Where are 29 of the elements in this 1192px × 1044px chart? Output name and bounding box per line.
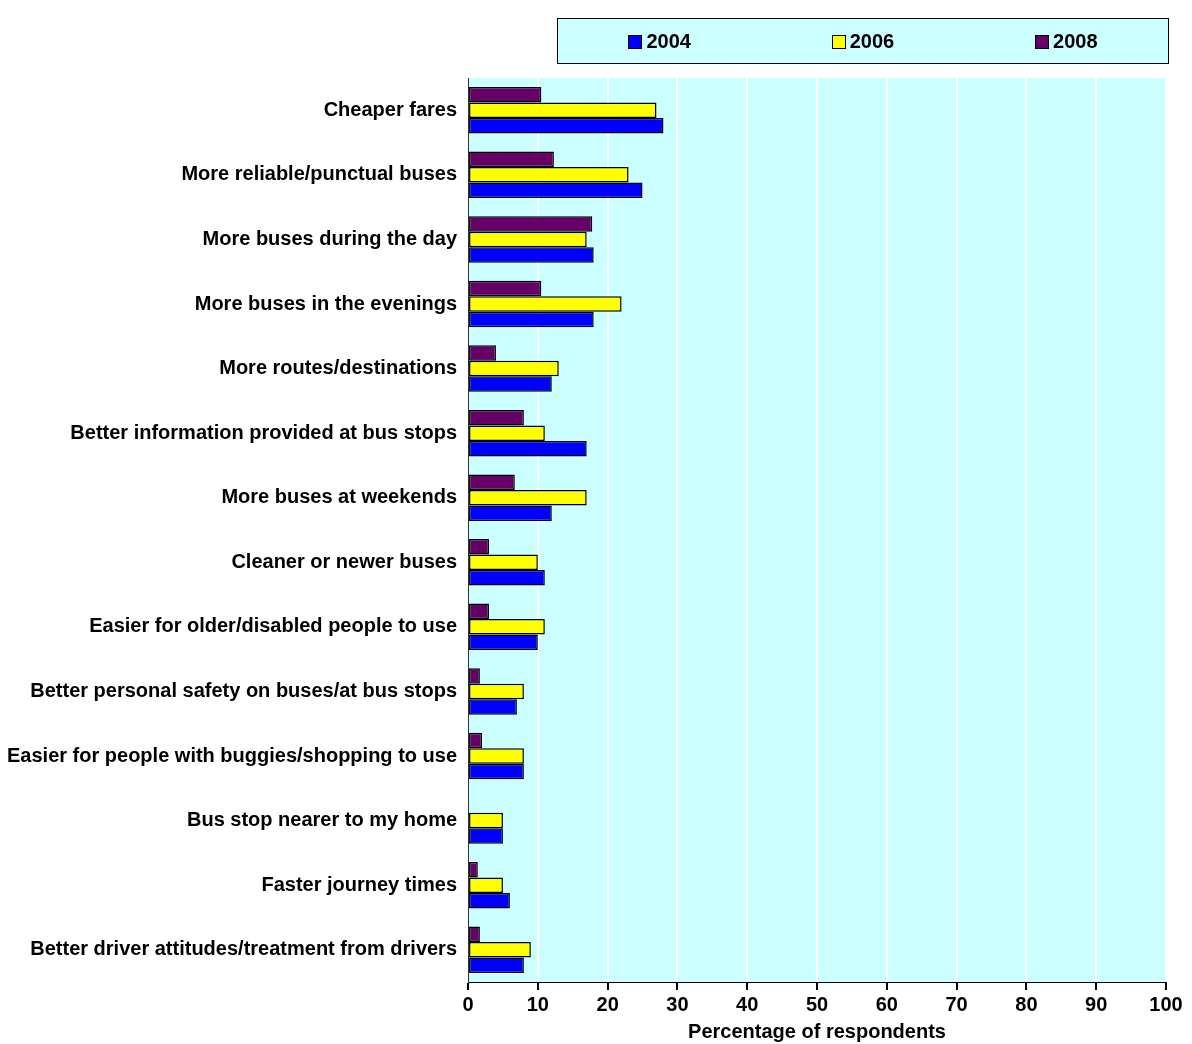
x-tick-label: 60 (875, 992, 898, 1015)
x-tick-label: 100 (1149, 992, 1183, 1015)
y-tick-label: Cheaper fares (323, 97, 458, 120)
y-tick-label: Better information provided at bus stops (70, 420, 458, 443)
x-tick-label: 10 (526, 992, 549, 1015)
y-tick-label: Faster journey times (261, 872, 458, 895)
y-tick-label: More routes/destinations (219, 356, 458, 379)
x-tick-label: 90 (1085, 992, 1108, 1015)
x-axis-title: Percentage of respondents (688, 1019, 946, 1042)
y-tick-label: Better driver attitudes/treatment from drivers (30, 937, 458, 960)
y-tick-label: Cleaner or newer buses (231, 549, 458, 572)
legend-label: 2004 (645, 29, 691, 53)
y-tick-label: Easier for older/disabled people to use (89, 614, 458, 637)
x-tick-label: 70 (945, 992, 968, 1015)
y-tick-label: More buses in the evenings (194, 291, 458, 314)
legend-label: 2006 (848, 29, 895, 53)
y-tick-label: More reliable/punctual buses (181, 162, 458, 185)
x-tick-label: 0 (462, 992, 474, 1015)
y-tick-label: Better personal safety on buses/at bus stops (30, 678, 458, 701)
x-tick-label: 80 (1015, 992, 1038, 1015)
y-tick-label: More buses at weekends (221, 485, 458, 508)
y-tick-label: Easier for people with buggies/shopping to use (6, 743, 458, 766)
x-tick-label: 30 (666, 992, 689, 1015)
x-tick-label: 40 (736, 992, 759, 1015)
x-tick-label: 20 (596, 992, 619, 1015)
x-tick-label: 50 (805, 992, 829, 1015)
legend-label: 2008 (1052, 29, 1098, 53)
y-tick-label: Bus stop nearer to my home (186, 808, 458, 831)
y-tick-label: More buses during the day (202, 226, 458, 249)
